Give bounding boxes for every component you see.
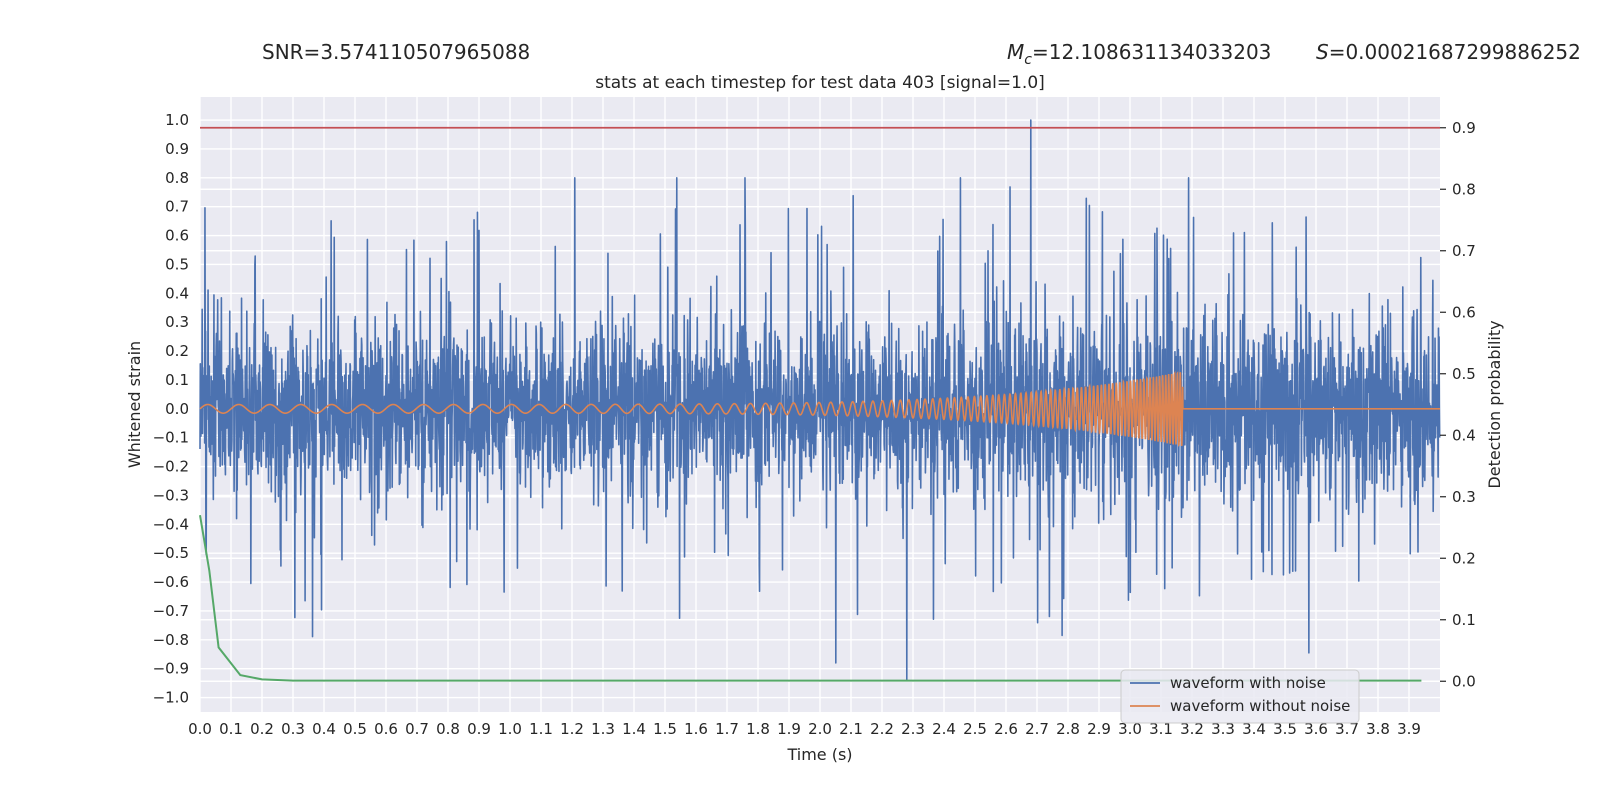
y-tick-label: 0.4 [165,284,189,302]
y-tick-label: 0.3 [165,313,189,331]
mc-subscript: c [1024,52,1032,68]
y2-tick-label: 0.8 [1452,180,1476,198]
x-tick-label: 0.4 [312,720,336,738]
x-tick-label: 1.2 [560,720,584,738]
snr-value: 3.574110507965088 [320,40,531,64]
series-layer [199,119,1441,682]
series-waveform-with-noise [199,119,1441,682]
y-axis-label: Whitened strain [125,341,144,468]
x-tick-label: 2.9 [1087,720,1111,738]
y-tick-label: −0.4 [153,515,189,533]
y-tick-label: −0.2 [153,458,189,476]
x-tick-label: 3.4 [1242,720,1266,738]
y-tick-label: 0.0 [165,400,189,418]
x-tick-label: 0.2 [250,720,274,738]
x-tick-label: 0.5 [343,720,367,738]
y2-tick-label: 0.9 [1452,119,1476,137]
x-tick-label: 1.0 [498,720,522,738]
x-tick-label: 3.1 [1149,720,1173,738]
x-tick-label: 0.1 [219,720,243,738]
x-tick-label: 0.8 [436,720,460,738]
y-tick-label: −0.7 [153,602,189,620]
y-tick-label: 0.7 [165,198,189,216]
x-tick-label: 0.3 [281,720,305,738]
s-symbol: S [1316,40,1329,64]
x-tick-label: 0.9 [467,720,491,738]
snr-label: SNR= [262,40,321,64]
x-tick-label: 2.2 [870,720,894,738]
y-tick-label: 0.5 [165,255,189,273]
x-tick-label: 2.7 [1025,720,1049,738]
y2-axis-label: Detection probability [1485,320,1504,488]
y-tick-label: −0.5 [153,544,189,562]
y-tick-label: 0.9 [165,140,189,158]
x-tick-label: 1.4 [622,720,646,738]
x-tick-label: 2.3 [901,720,925,738]
x-tick-label: 3.5 [1273,720,1297,738]
x-tick-label: 3.6 [1304,720,1328,738]
s-annotation: S=0.00021687299886252 [1316,40,1581,64]
x-tick-label: 2.6 [994,720,1018,738]
y-tick-label: 0.2 [165,342,189,360]
x-tick-label: 3.0 [1118,720,1142,738]
y-tick-label: −0.6 [153,573,189,591]
x-axis-ticks: 0.0 0.1 0.2 0.3 0.4 0.5 0.6 0.7 0.8 0.9 1.0 1.1 1.2 1… [188,720,1421,738]
legend: waveform with noise waveform without nois… [1120,669,1360,724]
x-tick-label: 1.8 [746,720,770,738]
x-tick-label: 3.2 [1180,720,1204,738]
x-tick-label: 2.0 [808,720,832,738]
y-tick-label: −0.3 [153,486,189,504]
y-tick-label: −1.0 [153,689,189,707]
x-tick-label: 2.1 [839,720,863,738]
x-tick-label: 2.4 [932,720,956,738]
x-tick-label: 0.0 [188,720,212,738]
y2-tick-label: 0.6 [1452,303,1476,321]
legend-label: waveform with noise [1170,674,1326,692]
x-tick-label: 3.9 [1397,720,1421,738]
x-tick-label: 3.8 [1366,720,1390,738]
y2-tick-label: 0.1 [1452,611,1476,629]
legend-label: waveform without noise [1170,697,1350,715]
y2-tick-label: 0.5 [1452,365,1476,383]
x-tick-label: 1.6 [684,720,708,738]
x-tick-label: 1.3 [591,720,615,738]
y-tick-label: 0.1 [165,371,189,389]
y-tick-label: 1.0 [165,111,189,129]
y2-tick-label: 0.4 [1452,426,1476,444]
x-tick-label: 3.7 [1335,720,1359,738]
y-tick-label: −0.8 [153,631,189,649]
y-tick-label: −0.1 [153,429,189,447]
y-axis-ticks: 1.0 0.9 0.8 0.7 0.6 0.5 0.4 0.3 0.2 0.1 0.0 −0.1 −0.… [153,111,189,706]
y-tick-label: 0.8 [165,169,189,187]
y2-tick-label: 0.7 [1452,242,1476,260]
mc-value: =12.108631134033203 [1031,40,1272,64]
y2-axis-ticks: 0.9 0.8 0.7 0.6 0.5 0.4 0.3 0.2 0.1 0.0 [1440,119,1476,690]
y-tick-label: 0.6 [165,227,189,245]
chirp-mass-annotation: Mc=12.108631134033203 [1007,40,1271,68]
x-tick-label: 1.1 [529,720,553,738]
x-tick-label: 0.6 [374,720,398,738]
chart-title: stats at each timestep for test data 403… [595,73,1045,93]
x-axis-label: Time (s) [786,745,852,764]
x-tick-label: 1.5 [653,720,677,738]
x-tick-label: 2.5 [963,720,987,738]
y2-tick-label: 0.3 [1452,488,1476,506]
snr-annotation: SNR=3.574110507965088 [262,40,530,64]
x-tick-label: 1.7 [715,720,739,738]
legend-box [1120,669,1360,724]
x-tick-label: 2.8 [1056,720,1080,738]
mc-symbol: M [1007,40,1025,64]
s-value: =0.00021687299886252 [1328,40,1581,64]
series-detection-probability [199,515,1422,682]
series-waveform-without-noise [199,370,1440,447]
y-tick-label: −0.9 [153,660,189,678]
x-tick-label: 1.9 [777,720,801,738]
x-tick-label: 0.7 [405,720,429,738]
y2-tick-label: 0.2 [1452,549,1476,567]
x-tick-label: 3.3 [1211,720,1235,738]
y2-tick-label: 0.0 [1452,672,1476,690]
